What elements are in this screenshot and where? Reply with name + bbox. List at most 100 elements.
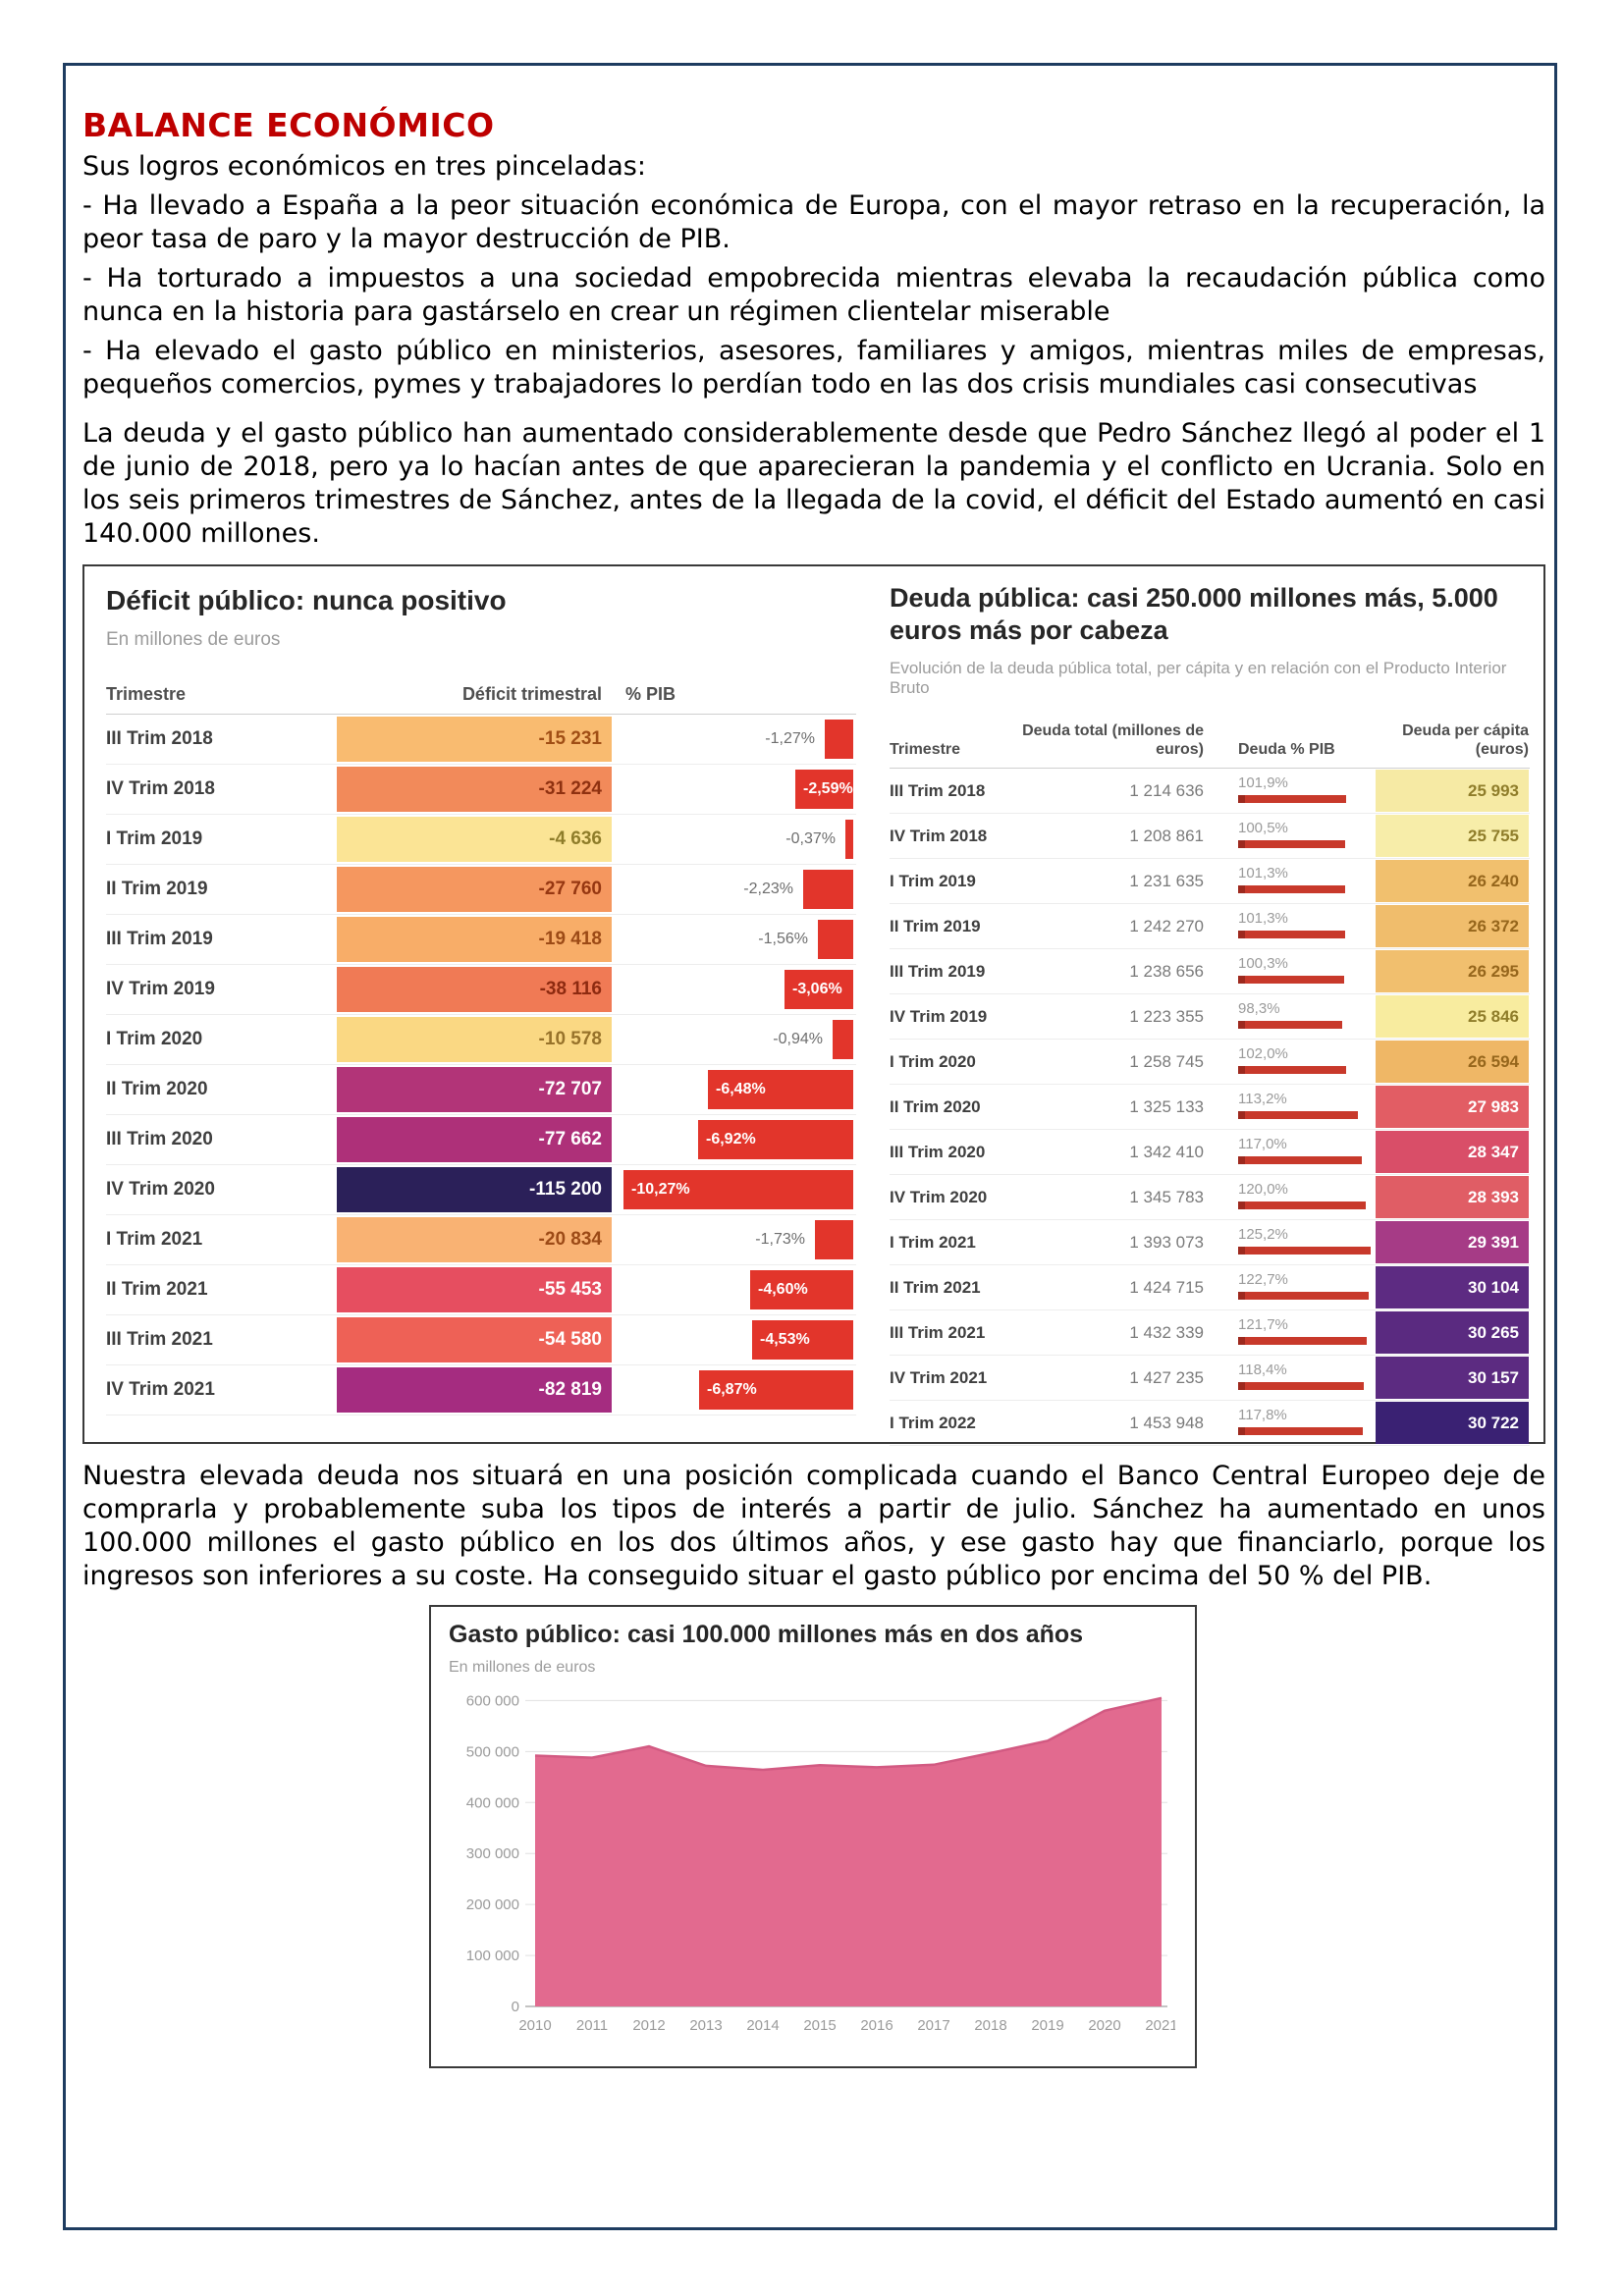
y-axis-tick-label: 400 000: [466, 1794, 519, 1811]
debt-pib-bar: [1238, 1021, 1342, 1030]
deficit-col-pib: % PIB: [625, 684, 676, 705]
deficit-row-value-cell: -20 834: [337, 1217, 612, 1263]
deficit-row-pib-zone: -6,92%: [612, 1115, 853, 1164]
y-axis-tick-label: 300 000: [466, 1845, 519, 1862]
debt-table-row: I Trim 2020 1 258 745 102,0% 26 594: [890, 1040, 1530, 1086]
debt-row-percapita-cell: 25 993: [1376, 770, 1529, 813]
deficit-row-trimestre: III Trim 2019: [106, 929, 213, 950]
debt-row-pib: 118,4%: [1204, 1356, 1376, 1400]
x-axis-tick-label: 2013: [689, 2017, 722, 2034]
debt-pib-bar-cap: [1238, 1382, 1245, 1391]
y-axis-tick-label: 200 000: [466, 1896, 519, 1913]
deficit-row-trimestre: II Trim 2021: [106, 1279, 208, 1301]
deficit-row-value-cell: -72 707: [337, 1067, 612, 1113]
deficit-pib-bar: [699, 1370, 853, 1411]
debt-pib-bar-cap: [1238, 1111, 1245, 1120]
debt-pib-bar-cap: [1238, 931, 1245, 939]
debt-table-row: IV Trim 2019 1 223 355 98,3% 25 846: [890, 994, 1530, 1041]
deficit-pib-label: -10,27%: [631, 1181, 690, 1199]
debt-pib-label: 101,9%: [1238, 774, 1288, 792]
debt-pib-label: 113,2%: [1238, 1091, 1287, 1108]
debt-row-trimestre: IV Trim 2018: [890, 826, 988, 845]
deficit-title: Déficit público: nunca positivo: [106, 585, 507, 616]
debt-table-header: Trimestre Deuda total (millones de euros…: [890, 721, 1530, 770]
deficit-table-row: II Trim 2021 -55 453 -4,60%: [106, 1265, 856, 1316]
deficit-row-pib-zone: -3,06%: [612, 965, 853, 1014]
deficit-row-value-cell: -19 418: [337, 917, 612, 963]
debt-pib-label: 121,7%: [1238, 1316, 1288, 1334]
debt-pib-bar: [1238, 1382, 1364, 1391]
deficit-pib-label: -1,27%: [765, 730, 815, 748]
debt-row-pib: 101,3%: [1204, 859, 1376, 903]
deficit-pib-bar: [623, 1170, 853, 1210]
deficit-row-trimestre: I Trim 2020: [106, 1029, 203, 1050]
gasto-subtitle: En millones de euros: [449, 1659, 596, 1677]
paragraph-intro: Sus logros económicos en tres pinceladas…: [82, 151, 646, 182]
debt-table-row: III Trim 2019 1 238 656 100,3% 26 295: [890, 949, 1530, 995]
debt-col-percapita: Deuda per cápita (euros): [1402, 722, 1529, 759]
page-title: BALANCE ECONÓMICO: [82, 106, 495, 144]
deficit-row-pib-zone: -2,59%: [612, 765, 853, 814]
debt-pib-bar: [1238, 885, 1345, 894]
x-axis-tick-label: 2017: [917, 2017, 949, 2034]
debt-pib-bar-cap: [1238, 1427, 1245, 1436]
deficit-pib-bar: [750, 1270, 853, 1310]
deficit-table-row: III Trim 2020 -77 662 -6,92%: [106, 1115, 856, 1166]
debt-row-pib: 101,9%: [1204, 769, 1376, 813]
deficit-table-row: I Trim 2020 -10 578 -0,94%: [106, 1015, 856, 1066]
deficit-table-body: III Trim 2018 -15 231 -1,27% IV Trim 2018 -3…: [106, 715, 856, 1416]
debt-table-row: IV Trim 2020 1 345 783 120,0% 28 393: [890, 1175, 1530, 1221]
debt-row-total: 1 453 948: [1129, 1413, 1204, 1432]
deficit-pib-label: -2,59%: [803, 780, 853, 798]
deficit-row-value-cell: -38 116: [337, 967, 612, 1013]
debt-pib-bar-cap: [1238, 1247, 1245, 1255]
debt-row-pib: 117,0%: [1204, 1130, 1376, 1174]
deficit-pib-label: -1,73%: [755, 1231, 805, 1249]
deficit-row-pib-zone: -10,27%: [612, 1165, 853, 1214]
debt-table-row: III Trim 2020 1 342 410 117,0% 28 347: [890, 1130, 1530, 1176]
debt-pib-label: 120,0%: [1238, 1181, 1288, 1199]
x-axis-tick-label: 2010: [518, 2017, 551, 2034]
debt-row-trimestre: I Trim 2021: [890, 1232, 976, 1252]
debt-pib-label: 101,3%: [1238, 865, 1288, 882]
deficit-pib-bar: [784, 970, 853, 1010]
deficit-table-row: IV Trim 2020 -115 200 -10,27%: [106, 1165, 856, 1216]
debt-title: Deuda pública: casi 250.000 millones más…: [890, 583, 1498, 646]
deficit-row-value-cell: -77 662: [337, 1117, 612, 1163]
x-axis-tick-label: 2019: [1031, 2017, 1063, 2034]
x-axis-tick-label: 2011: [576, 2017, 608, 2034]
debt-table-row: III Trim 2018 1 214 636 101,9% 25 993: [890, 769, 1530, 815]
deficit-panel: Déficit público: nunca positivo En millo…: [84, 566, 878, 1442]
deficit-table-row: IV Trim 2021 -82 819 -6,87%: [106, 1365, 856, 1416]
debt-row-total: 1 393 073: [1129, 1232, 1204, 1252]
debt-row-total: 1 432 339: [1129, 1322, 1204, 1342]
debt-pib-bar: [1238, 931, 1345, 939]
debt-row-trimestre: III Trim 2020: [890, 1142, 986, 1161]
debt-table-row: II Trim 2019 1 242 270 101,3% 26 372: [890, 904, 1530, 950]
debt-row-percapita-cell: 26 240: [1376, 860, 1529, 903]
debt-row-percapita-cell: 30 157: [1376, 1357, 1529, 1400]
debt-pib-label: 100,3%: [1238, 955, 1288, 973]
deficit-row-trimestre: III Trim 2021: [106, 1329, 213, 1351]
paragraph-conclusion: Nuestra elevada deuda nos situará en una…: [82, 1461, 1545, 1592]
debt-row-total: 1 325 133: [1129, 1096, 1204, 1116]
deficit-col-deficit: Déficit trimestral: [461, 684, 602, 705]
debt-row-total: 1 214 636: [1129, 780, 1204, 800]
deficit-table-row: II Trim 2019 -27 760 -2,23%: [106, 865, 856, 916]
debt-row-trimestre: I Trim 2020: [890, 1051, 976, 1071]
debt-row-percapita-cell: 26 372: [1376, 905, 1529, 948]
debt-row-pib: 98,3%: [1204, 994, 1376, 1039]
deficit-row-value-cell: -82 819: [337, 1367, 612, 1414]
deficit-row-pib-zone: -1,27%: [612, 715, 853, 764]
deficit-row-trimestre: III Trim 2018: [106, 728, 213, 750]
debt-row-total: 1 238 656: [1129, 961, 1204, 981]
deficit-pib-label: -4,53%: [760, 1331, 810, 1349]
debt-pib-label: 117,8%: [1238, 1407, 1287, 1424]
gasto-area-line: [534, 1696, 1163, 1772]
gasto-area-chart: 0 100 000 200 000 300 000 400 000 500 000 600 …: [466, 1693, 1175, 2035]
deficit-row-pib-zone: -6,48%: [612, 1065, 853, 1114]
debt-row-trimestre: II Trim 2019: [890, 916, 981, 935]
debt-col-total: Deuda total (millones de euros): [1022, 722, 1204, 759]
debt-pib-bar: [1238, 840, 1345, 849]
deficit-table-row: IV Trim 2018 -31 224 -2,59%: [106, 765, 856, 816]
